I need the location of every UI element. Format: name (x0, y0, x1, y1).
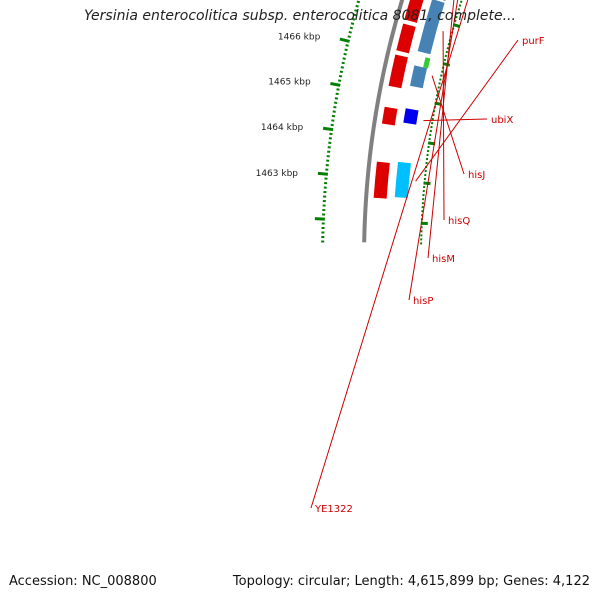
ruler-major-tick (330, 82, 341, 87)
ruler-major-tick (322, 126, 334, 132)
ruler-minor-tick (344, 48, 348, 52)
ruler-label: 1465 kbp (268, 78, 311, 88)
ruler-label: 1464 kbp (261, 123, 304, 133)
inner-minor-tick (459, 0, 463, 3)
reverse-cds-purf (394, 161, 411, 199)
reverse-cds-hisj-green (423, 57, 431, 69)
ruler-minor-tick (349, 26, 354, 30)
reverse-cds-hisj (409, 65, 428, 89)
inner-minor-tick (458, 4, 462, 7)
inner-minor-tick (455, 15, 458, 19)
ruler-minor-tick (338, 74, 343, 78)
accession-text: Accession: NC_008800 (9, 574, 157, 589)
ruler-minor-tick (340, 66, 344, 69)
ruler-minor-tick (353, 13, 357, 17)
gene-label: hisP (413, 296, 433, 307)
ruler-minor-tick (355, 4, 359, 8)
gene-leader-line (310, 0, 469, 509)
forward-cds-5 (404, 0, 424, 23)
reverse-cds-hisq (417, 0, 445, 55)
forward-cds-1 (373, 161, 390, 199)
ruler-minor-tick (337, 79, 342, 82)
ruler-minor-tick (345, 44, 349, 47)
backbone-ring (362, 0, 405, 243)
gene-label: hisQ (448, 216, 470, 227)
gene-label: hisJ (468, 170, 485, 181)
ruler-minor-tick (347, 35, 351, 39)
gene-leader-line (408, 0, 459, 301)
ruler-minor-tick (336, 88, 340, 91)
gene-leader-line (427, 0, 455, 259)
gene-label: ubiX (491, 115, 513, 126)
ruler-major-tick (317, 171, 329, 176)
ruler-minor-tick (341, 61, 345, 65)
ruler-minor-tick (350, 22, 355, 25)
gene-label: hisM (432, 254, 455, 265)
inner-minor-tick (457, 8, 461, 11)
inner-minor-tick (456, 12, 459, 15)
ruler-minor-tick (354, 9, 358, 12)
ruler-minor-tick (351, 17, 356, 21)
ruler-minor-tick (342, 57, 346, 60)
ruler-minor-tick (339, 70, 344, 74)
reverse-cds-ubix (403, 108, 419, 125)
gene-leader-line (442, 31, 445, 221)
forward-cds-3 (388, 54, 408, 89)
ruler-label: 1463 kbp (256, 169, 299, 179)
gene-leader-line (431, 75, 465, 175)
gene-leader-line (415, 39, 519, 182)
forward-cds-2 (381, 106, 398, 126)
genome-summary-text: Topology: circular; Length: 4,615,899 bp… (232, 574, 590, 589)
ruler-minor-tick (348, 30, 352, 34)
ruler-minor-tick (335, 92, 339, 96)
ruler-minor-tick (334, 97, 339, 100)
ruler-minor-tick (356, 0, 361, 4)
inner-major-tick (423, 181, 431, 186)
gene-label: YE1322 (314, 504, 353, 515)
forward-cds-4 (396, 23, 416, 54)
map-title: Yersinia enterocolitica subsp. enterocol… (84, 8, 516, 24)
ruler-label: 1466 kbp (278, 32, 321, 42)
gene-leader-line (423, 118, 488, 122)
inner-major-tick (442, 62, 451, 67)
ruler-minor-tick (343, 52, 347, 56)
ruler-major-tick (339, 37, 350, 43)
inner-major-tick (452, 23, 461, 28)
gene-label: purF (522, 36, 545, 47)
